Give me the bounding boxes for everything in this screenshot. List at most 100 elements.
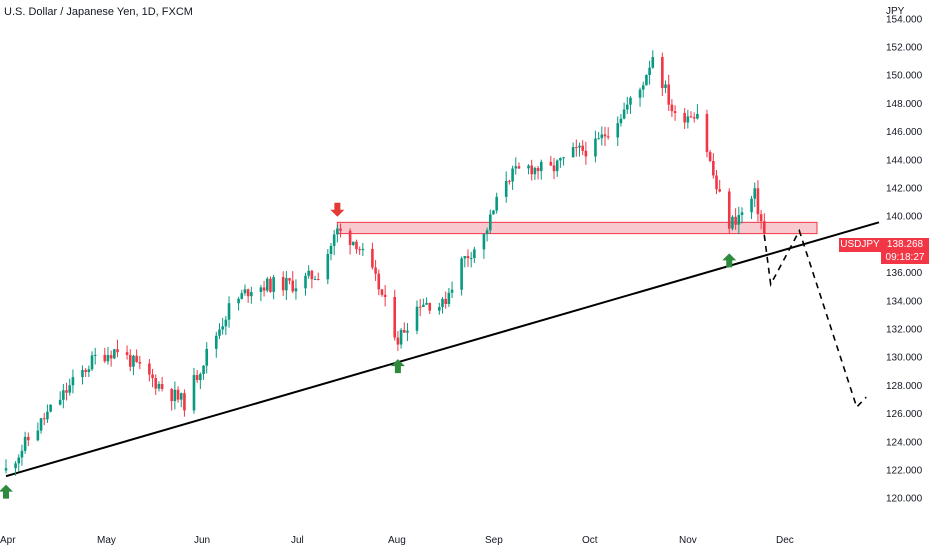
candle-body (128, 354, 132, 367)
candle-body (205, 348, 209, 366)
candle-body (600, 134, 604, 139)
candle-body (396, 337, 400, 345)
y-tick-label: 148.000 (886, 99, 923, 110)
candle-body (237, 298, 240, 304)
candle-body (594, 138, 597, 157)
candle-body (62, 390, 65, 400)
y-tick-label: 134.000 (886, 296, 923, 307)
candle-body (326, 254, 330, 280)
candle-body (673, 111, 677, 113)
candle-body (692, 117, 696, 119)
candle-body (269, 278, 272, 292)
candle-body (132, 355, 135, 367)
candle-body (651, 57, 655, 68)
candle-body (68, 385, 72, 393)
symbol-tag: USDJPY (839, 238, 881, 252)
y-tick-label: 120.000 (886, 494, 923, 505)
candle-body (336, 228, 339, 235)
candle-body (670, 104, 674, 112)
candle-body (71, 377, 75, 386)
candle-body (517, 166, 521, 169)
candle-body (539, 161, 543, 172)
candle-body (750, 198, 753, 213)
candle-body (358, 249, 361, 251)
x-tick-label: Dec (776, 535, 794, 546)
candle-body (393, 296, 397, 338)
candle-body (81, 370, 84, 378)
candle-body (281, 277, 285, 291)
x-tick-label: Nov (679, 535, 697, 546)
candle-body (20, 450, 24, 458)
candle-body (39, 418, 43, 431)
candle-body (192, 375, 196, 411)
candle-body (504, 180, 508, 197)
candle-body (597, 138, 600, 140)
candle-body (399, 329, 403, 345)
candle-body (348, 230, 352, 245)
candle-body (157, 384, 161, 389)
chart-title: U.S. Dollar / Japanese Yen, 1D, FXCM (4, 6, 193, 18)
candle-body (351, 241, 355, 245)
candle-body (460, 258, 463, 290)
y-tick-label: 146.000 (886, 127, 923, 138)
bar-countdown: 09:18:27 (885, 252, 925, 263)
candle-body (262, 287, 266, 291)
x-tick-label: May (97, 535, 116, 546)
candle-body (307, 270, 310, 276)
candle-body (533, 167, 537, 175)
candle-body (113, 349, 116, 359)
candle-body (536, 167, 540, 172)
candle-body (151, 374, 154, 379)
candle-body (17, 457, 21, 464)
y-tick-label: 136.000 (886, 268, 923, 279)
candle-body (619, 118, 623, 124)
candle-body (84, 370, 87, 373)
resistance-zone (336, 221, 818, 235)
candle-body (218, 329, 221, 336)
candle-body (762, 221, 766, 234)
candle-body (199, 373, 202, 381)
candle-body (304, 275, 307, 289)
candle-body (4, 468, 8, 471)
candle-body (603, 134, 607, 137)
candle-body (36, 430, 40, 441)
candle-body (756, 188, 760, 215)
candle-body (374, 267, 377, 274)
candle-body (606, 136, 610, 138)
candle-body (661, 57, 664, 88)
candle-body (727, 191, 731, 229)
candle-body (441, 298, 444, 308)
candle-body (402, 329, 406, 333)
candle-body (42, 418, 46, 420)
y-tick-label: 150.000 (886, 71, 923, 82)
support-trend-line (5, 221, 880, 478)
candle-body (422, 304, 425, 307)
candle-body (686, 116, 690, 123)
y-tick-label: 142.000 (886, 183, 923, 194)
candle-body (227, 303, 231, 320)
candle-body (65, 390, 68, 393)
y-tick-label: 152.000 (886, 42, 923, 53)
candle-body (288, 278, 291, 281)
candle-body (571, 147, 575, 158)
x-tick-label: Jun (194, 535, 210, 546)
candle-body (415, 306, 419, 331)
arrow-up-icon (722, 253, 737, 268)
candle-body (718, 189, 721, 192)
candle-body (332, 234, 336, 246)
arrow-down-icon (330, 202, 345, 217)
candle-body (482, 233, 486, 250)
candle-body (737, 215, 741, 225)
candle-body (645, 74, 648, 86)
arrow-up-icon (390, 359, 405, 374)
candle-body (584, 150, 588, 157)
candle-body (125, 352, 129, 355)
y-tick-label: 132.000 (886, 325, 923, 336)
candle-body (418, 306, 422, 308)
candle-body (259, 287, 263, 292)
arrow-up-icon (0, 484, 13, 499)
candle-body (138, 361, 142, 364)
candle-body (696, 113, 699, 119)
candle-body (731, 216, 734, 229)
